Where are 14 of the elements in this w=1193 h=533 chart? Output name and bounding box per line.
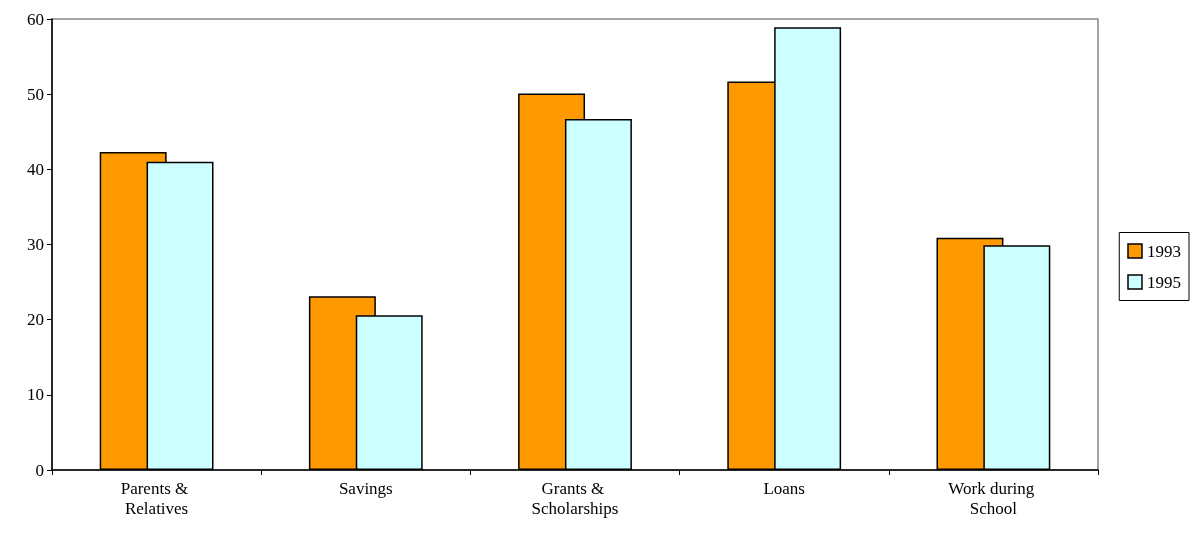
y-tick-label: 30 <box>27 235 44 254</box>
x-tick-label: Loans <box>763 478 805 498</box>
x-tick-label: Parents & Relatives <box>120 478 193 518</box>
y-tick-label: 10 <box>27 385 44 405</box>
y-tick-label: 40 <box>27 159 44 179</box>
x-tick-label: Grants & Scholarships <box>531 478 619 518</box>
y-tick-label: 20 <box>27 310 44 330</box>
legend-label: 1993 <box>1147 241 1181 261</box>
x-tick-label: Savings <box>338 478 393 498</box>
y-tick-label: 0 <box>35 460 44 480</box>
x-tick-label: Work during School <box>948 478 1039 518</box>
y-tick-label: 60 <box>27 9 44 29</box>
legend-label: 1995 <box>1147 272 1181 292</box>
y-tick-label: 50 <box>27 84 44 104</box>
